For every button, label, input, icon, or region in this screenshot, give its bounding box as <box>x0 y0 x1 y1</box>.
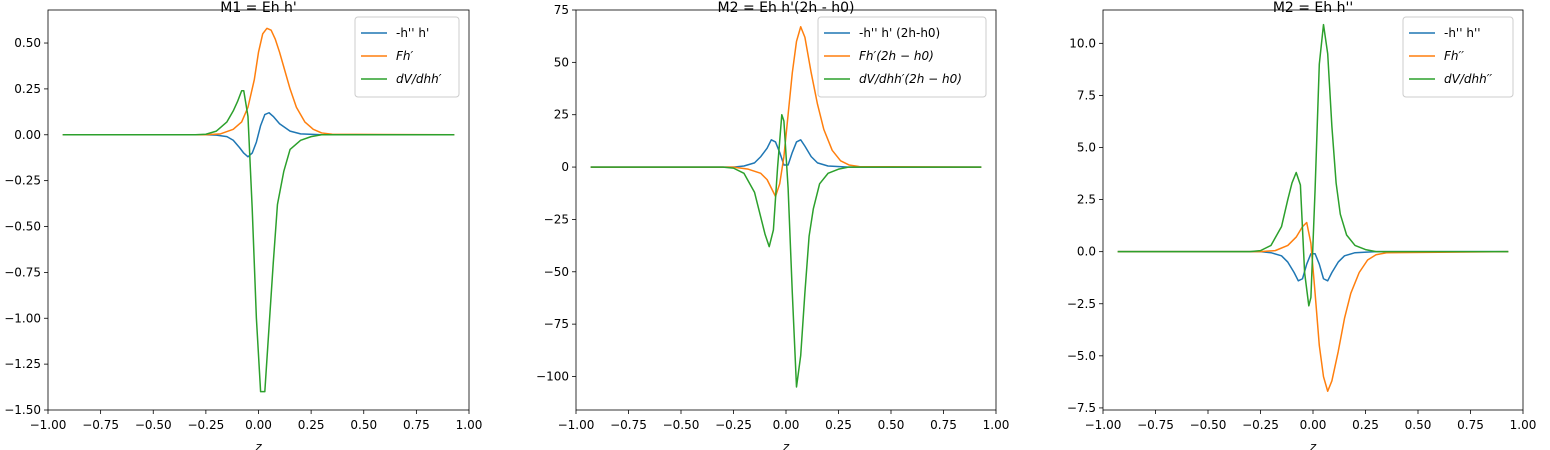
series-line-1 <box>62 112 455 158</box>
y-tick-label: −0.50 <box>4 220 41 234</box>
legend-entry-2: Fh′′ <box>1444 49 1464 63</box>
x-tick-label: −0.50 <box>663 418 700 432</box>
y-tick-label: −75 <box>544 317 569 331</box>
x-tick-label: 0.75 <box>403 418 430 432</box>
legend: -h'' h' Fh′ dV/dhh′ <box>354 16 460 98</box>
legend-entry-1: -h'' h'' <box>1444 26 1481 40</box>
x-axis-label: z <box>782 440 790 450</box>
y-tick-label: −5.0 <box>1067 349 1096 363</box>
x-tick-label: 0.50 <box>350 418 377 432</box>
y-tick-label: −1.25 <box>4 357 41 371</box>
x-tick-label: 0.50 <box>1405 418 1432 432</box>
x-tick-label: −1.00 <box>30 418 67 432</box>
legend-entry-3: dV/dhh′ <box>396 72 442 86</box>
y-tick-label: −25 <box>544 212 569 226</box>
y-tick-label: −1.50 <box>4 403 41 417</box>
x-tick-label: −0.25 <box>715 418 752 432</box>
legend: -h'' h' (2h-h0) Fh′(2h − h0) dV/dhh′(2h − … <box>817 16 987 98</box>
x-tick-label: −0.50 <box>1190 418 1227 432</box>
y-tick-label: 7.5 <box>1077 88 1096 102</box>
chart-panel-2: −1.00 −0.75 −0.50 −0.25 0.00 0.25 0.50 0.75 1.00… <box>536 0 1009 450</box>
chart-panel-1: −1.00 −0.75 −0.50 −0.25 0.00 0.25 0.50 0.75 1.00… <box>4 0 482 450</box>
x-tick-label: 0.75 <box>930 418 957 432</box>
series-line-2 <box>590 26 982 198</box>
y-tick-label: 0.0 <box>1077 245 1096 259</box>
y-tick-label: 0.50 <box>14 36 41 50</box>
x-tick-label: 0.75 <box>1457 418 1484 432</box>
y-tick-label: 50 <box>554 55 569 69</box>
x-tick-label: 0.50 <box>878 418 905 432</box>
x-axis-label: z <box>254 440 262 450</box>
y-tick-label: 0.00 <box>14 128 41 142</box>
y-tick-label: −50 <box>544 265 569 279</box>
x-tick-label: 0.00 <box>1300 418 1327 432</box>
legend-entry-1: -h'' h' (2h-h0) <box>859 26 940 40</box>
y-tick-label: 25 <box>554 108 569 122</box>
series-line-3 <box>62 89 455 393</box>
y-tick-label: −0.25 <box>4 174 41 188</box>
y-tick-label: −1.00 <box>4 311 41 325</box>
series-line-3 <box>1117 23 1509 307</box>
chart-title: M1 = Eh h' <box>220 0 297 16</box>
x-tick-label: −0.75 <box>1137 418 1174 432</box>
x-tick-label: 0.25 <box>1352 418 1379 432</box>
legend-box <box>817 16 987 98</box>
x-axis-label: z <box>1309 440 1317 450</box>
series-line-2 <box>62 27 455 136</box>
legend-box <box>354 16 460 98</box>
x-tick-label: 0.00 <box>773 418 800 432</box>
x-tick-label: 1.00 <box>983 418 1010 432</box>
legend-entry-1: -h'' h' <box>396 26 429 40</box>
y-tick-label: 2.5 <box>1077 193 1096 207</box>
legend-entry-3: dV/dhh′′ <box>1444 72 1492 86</box>
y-tick-label: −7.5 <box>1067 401 1096 415</box>
y-tick-label: 0 <box>561 160 569 174</box>
x-tick-label: −0.75 <box>82 418 119 432</box>
x-tick-label: 1.00 <box>456 418 483 432</box>
legend-entry-2: Fh′(2h − h0) <box>859 49 934 63</box>
x-tick-label: −0.75 <box>610 418 647 432</box>
x-tick-label: −0.25 <box>1242 418 1279 432</box>
y-tick-label: −100 <box>536 369 569 383</box>
chart-title: M2 = Eh h'(2h - h0) <box>718 0 855 16</box>
x-tick-label: 0.00 <box>245 418 272 432</box>
x-tick-label: −1.00 <box>1085 418 1122 432</box>
x-tick-label: 0.25 <box>825 418 852 432</box>
y-tick-label: −2.5 <box>1067 297 1096 311</box>
y-tick-label: −0.75 <box>4 265 41 279</box>
x-tick-label: −0.25 <box>187 418 224 432</box>
series-line-3 <box>590 113 982 388</box>
legend-box <box>1402 16 1514 98</box>
x-tick-label: 0.25 <box>298 418 325 432</box>
legend-entry-2: Fh′ <box>396 49 414 63</box>
series-line-2 <box>1117 221 1509 392</box>
y-tick-label: 5.0 <box>1077 141 1096 155</box>
y-tick-label: 0.25 <box>14 82 41 96</box>
chart-title: M2 = Eh h'' <box>1273 0 1353 16</box>
x-tick-label: 1.00 <box>1510 418 1537 432</box>
x-tick-label: −1.00 <box>558 418 595 432</box>
y-tick-label: 10.0 <box>1069 36 1096 50</box>
y-tick-label: 75 <box>554 3 569 17</box>
legend: -h'' h'' Fh′′ dV/dhh′′ <box>1402 16 1514 98</box>
legend-entry-3: dV/dhh′(2h − h0) <box>859 72 962 86</box>
chart-panel-3: −1.00 −0.75 −0.50 −0.25 0.00 0.25 0.50 0.75 1.00… <box>1067 0 1537 450</box>
x-tick-label: −0.50 <box>135 418 172 432</box>
